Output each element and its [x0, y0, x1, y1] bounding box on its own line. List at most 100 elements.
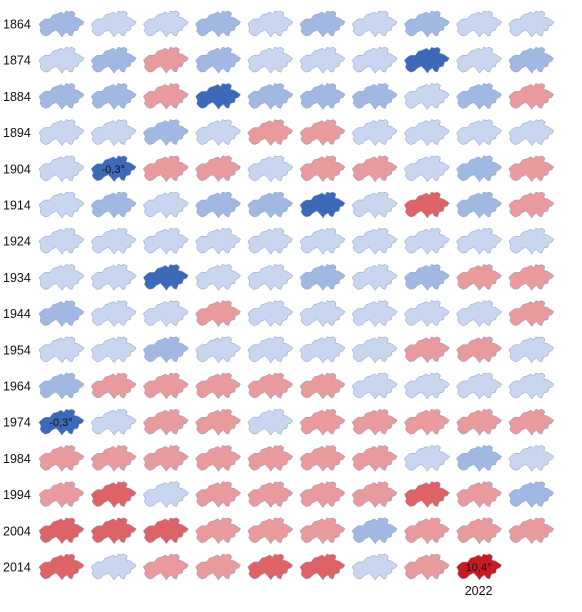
map-cell-1934-7	[403, 263, 450, 291]
row-label-1924: 1924	[3, 235, 31, 249]
map-cell-1934-0	[38, 263, 85, 291]
map-cell-1954-5	[299, 336, 346, 364]
map-cell-1934-5	[299, 263, 346, 291]
row-labels: 1864 1874 1884 1894 1904 1914 1924 1934 1944 1954…	[3, 18, 31, 575]
map-cell-1874-8	[456, 46, 503, 74]
map-cell-1934-6	[351, 263, 398, 291]
map-cell-1994-5	[299, 481, 346, 509]
map-cell-1884-4	[247, 82, 294, 110]
map-cell-1914-9	[508, 191, 555, 219]
map-cell-1954-9	[508, 336, 555, 364]
map-cell-2004-6	[351, 517, 398, 545]
map-cell-1864-9	[508, 10, 555, 38]
map-cell-2014-0	[38, 553, 85, 581]
map-cell-1994-6	[351, 481, 398, 509]
annotation-value-0: -0,3°	[102, 164, 125, 176]
map-cell-1924-2	[142, 227, 189, 255]
map-cell-1884-3	[195, 82, 242, 110]
map-cell-1914-2	[142, 191, 189, 219]
map-cell-1874-0	[38, 46, 85, 74]
map-cell-1894-3	[195, 119, 242, 147]
map-cell-1864-0	[38, 10, 85, 38]
map-cell-1974-5	[299, 408, 346, 436]
map-cell-1904-6	[351, 155, 398, 183]
map-cell-1914-6	[351, 191, 398, 219]
row-label-2014: 2014	[3, 561, 31, 575]
map-cell-1984-9	[508, 444, 555, 472]
map-cell-1954-1	[90, 336, 137, 364]
map-cell-1924-5	[299, 227, 346, 255]
map-cell-1914-7	[403, 191, 450, 219]
map-cell-1964-2	[142, 372, 189, 400]
row-label-1964: 1964	[3, 380, 31, 394]
map-cell-1924-4	[247, 227, 294, 255]
map-cell-1944-8	[456, 300, 503, 328]
map-cell-1924-1	[90, 227, 137, 255]
map-cell-1894-6	[351, 119, 398, 147]
map-cell-1864-7	[403, 10, 450, 38]
map-cell-1884-2	[142, 82, 189, 110]
map-cell-1864-4	[247, 10, 294, 38]
map-cell-1904-3	[195, 155, 242, 183]
row-label-1914: 1914	[3, 199, 31, 213]
map-cell-1864-8	[456, 10, 503, 38]
map-cell-1874-4	[247, 46, 294, 74]
map-cell-1964-6	[351, 372, 398, 400]
map-cell-2004-2	[142, 517, 189, 545]
map-cell-1964-8	[456, 372, 503, 400]
map-cell-1994-4	[247, 481, 294, 509]
map-cell-1944-9	[508, 300, 555, 328]
map-cell-2014-2	[142, 553, 189, 581]
row-label-1904: 1904	[3, 162, 31, 176]
map-cell-1884-9	[508, 82, 555, 110]
row-label-1864: 1864	[3, 18, 31, 32]
map-cell-2004-8	[456, 517, 503, 545]
row-label-2004: 2004	[3, 524, 31, 538]
map-cell-1944-2	[142, 300, 189, 328]
row-label-1944: 1944	[3, 307, 31, 321]
map-cell-1894-9	[508, 119, 555, 147]
map-cell-1924-8	[456, 227, 503, 255]
map-cell-1984-5	[299, 444, 346, 472]
map-cell-1944-1	[90, 300, 137, 328]
map-cell-1894-5	[299, 119, 346, 147]
map-cell-1984-2	[142, 444, 189, 472]
map-cell-1984-7	[403, 444, 450, 472]
map-cell-1974-1	[90, 408, 137, 436]
map-cell-1984-3	[195, 444, 242, 472]
map-cell-1894-2	[142, 119, 189, 147]
map-cell-1904-9	[508, 155, 555, 183]
map-cell-1864-1	[90, 10, 137, 38]
map-cell-1994-3	[195, 481, 242, 509]
map-cell-2014-6	[351, 553, 398, 581]
map-cell-1994-9	[508, 481, 555, 509]
map-cell-2004-9	[508, 517, 555, 545]
map-cell-1944-5	[299, 300, 346, 328]
map-cell-2014-5	[299, 553, 346, 581]
map-cell-1944-7	[403, 300, 450, 328]
map-cell-1984-1	[90, 444, 137, 472]
map-cell-1884-1	[90, 82, 137, 110]
row-label-1954: 1954	[3, 343, 31, 357]
map-cell-1934-8	[456, 263, 503, 291]
map-cell-1914-1	[90, 191, 137, 219]
map-cell-2014-4	[247, 553, 294, 581]
map-cell-1924-0	[38, 227, 85, 255]
maps-grid	[38, 10, 555, 581]
map-cell-1874-7	[403, 46, 450, 74]
map-cell-1994-0	[38, 481, 85, 509]
map-cell-1984-8	[456, 444, 503, 472]
map-cell-2004-1	[90, 517, 137, 545]
map-cell-1884-0	[38, 82, 85, 110]
map-cell-2014-3	[195, 553, 242, 581]
map-cell-2014-7	[403, 553, 450, 581]
map-cell-1874-6	[351, 46, 398, 74]
map-cell-1904-7	[403, 155, 450, 183]
map-cell-2004-4	[247, 517, 294, 545]
map-cell-2004-0	[38, 517, 85, 545]
map-cell-1994-8	[456, 481, 503, 509]
map-cell-1994-2	[142, 481, 189, 509]
map-cell-1914-3	[195, 191, 242, 219]
map-cell-1944-4	[247, 300, 294, 328]
map-cell-1864-5	[299, 10, 346, 38]
